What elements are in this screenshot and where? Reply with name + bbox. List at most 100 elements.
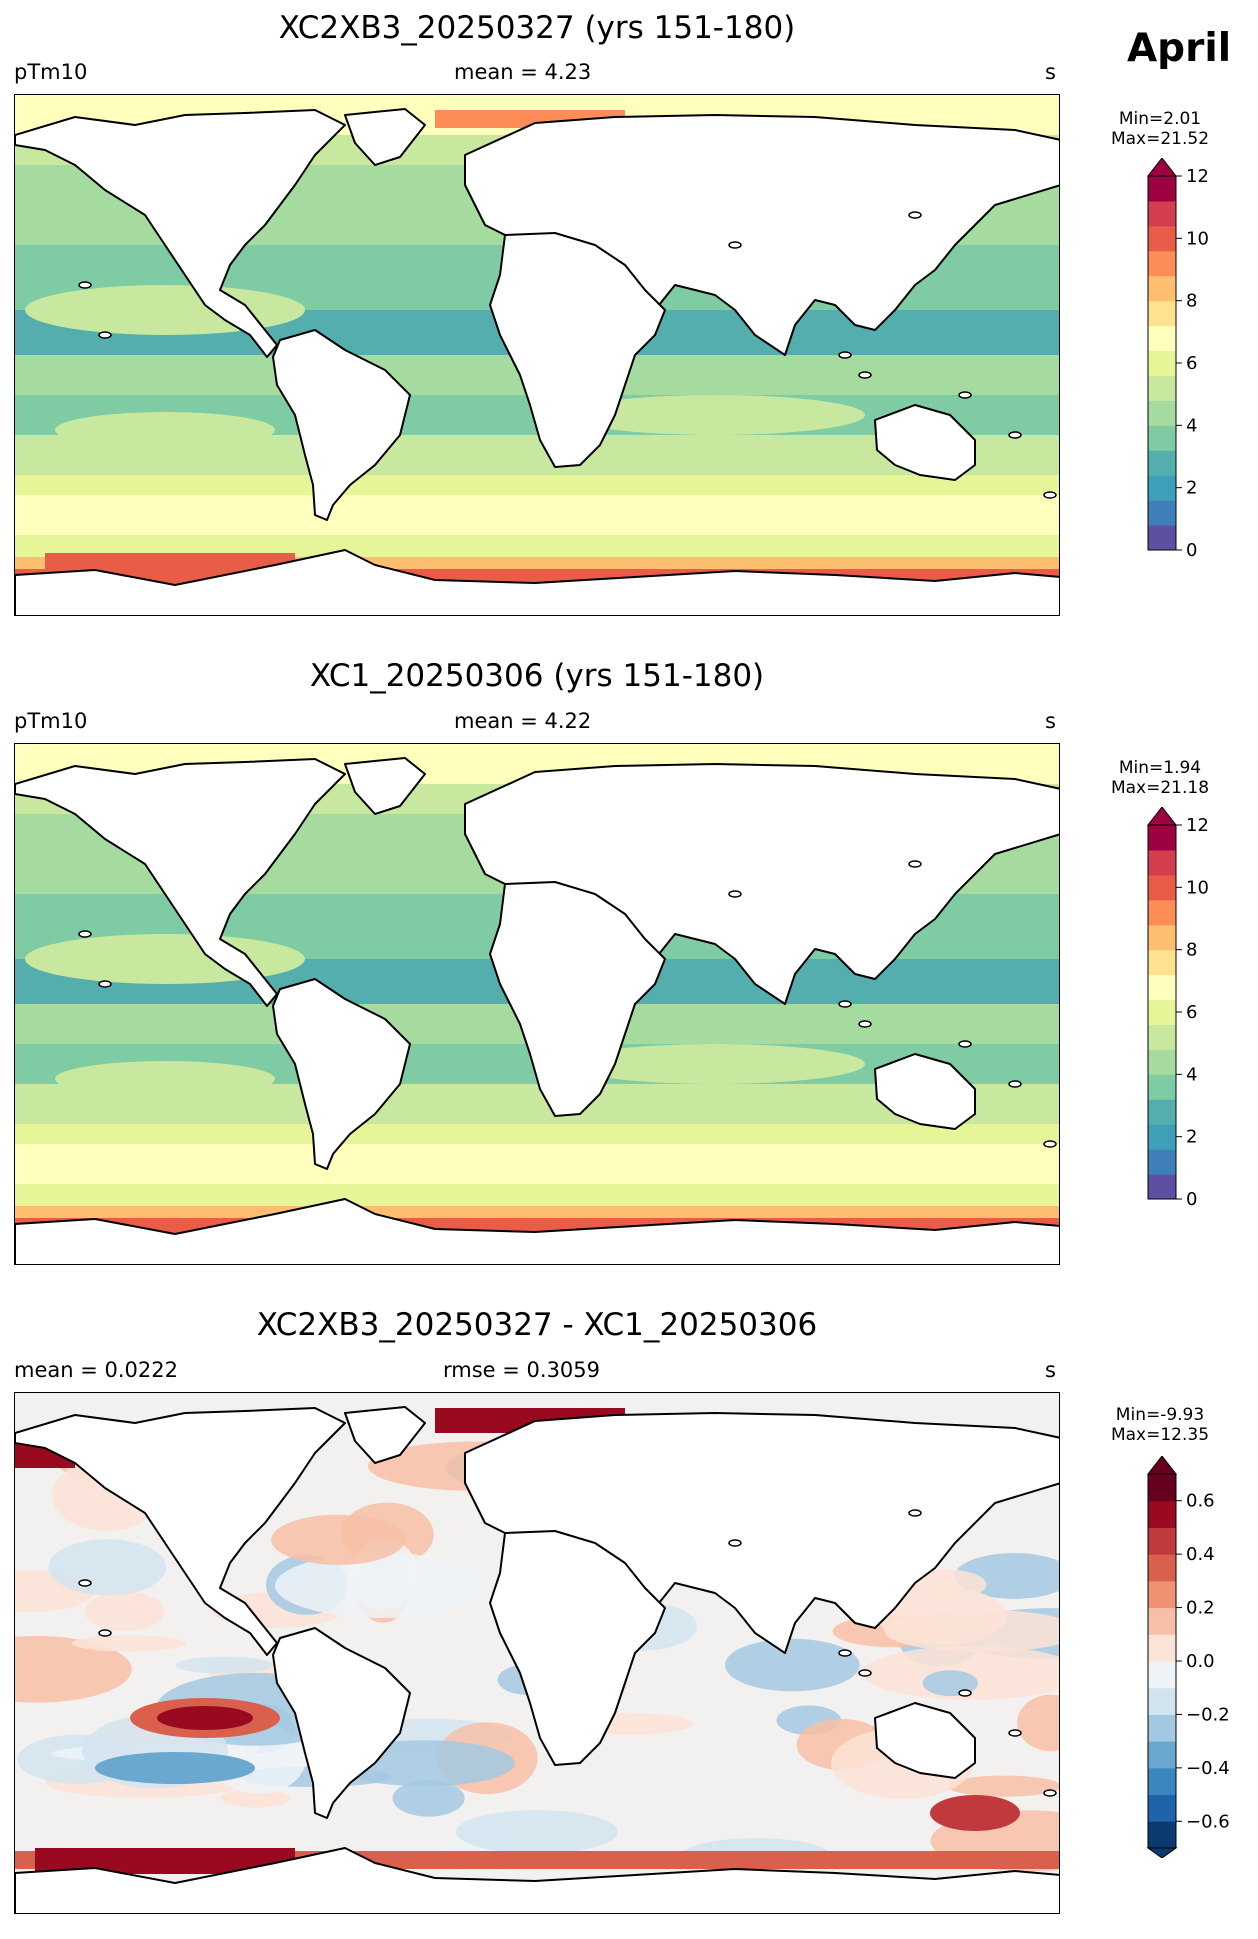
colorbar-swatch <box>1148 400 1176 426</box>
land-greenland <box>344 108 426 166</box>
colorbar-swatch <box>1148 275 1176 302</box>
colorbar-swatch <box>1148 924 1176 951</box>
anomaly-patch <box>95 1752 255 1784</box>
island <box>958 1040 972 1048</box>
land-north-america <box>15 758 346 1007</box>
panel-2-title: XC1_20250306 (yrs 151-180) <box>309 658 765 694</box>
colorbar-tick-label: 4 <box>1186 415 1197 436</box>
island <box>728 1539 742 1547</box>
colorbar-swatch <box>1148 200 1176 227</box>
land-south-america <box>272 329 411 521</box>
anomaly-patch <box>15 1636 132 1703</box>
land-greenland <box>344 757 426 815</box>
colorbar-swatch <box>1148 1049 1176 1075</box>
colorbar-swatch <box>1148 1124 1176 1150</box>
colorbar-swatch <box>1148 1474 1176 1502</box>
island <box>1043 1789 1057 1797</box>
field-band <box>15 1124 1059 1144</box>
colorbar-tick-label: 4 <box>1186 1064 1197 1085</box>
panel-3-map-field <box>15 1393 1059 1913</box>
island <box>728 890 742 898</box>
colorbar-swatch <box>1148 1074 1176 1100</box>
anomaly-patch <box>71 1635 187 1652</box>
anomaly-patch <box>271 1514 406 1565</box>
panel-3-map <box>14 1392 1060 1914</box>
colorbar-extend-max-arrow <box>1146 807 1178 826</box>
colorbar-tick-label: 10 <box>1186 877 1209 898</box>
land-africa <box>489 1530 666 1766</box>
colorbar-swatch <box>1148 250 1176 277</box>
panel-2-mean-label: mean = 4.22 <box>454 709 592 733</box>
field-band <box>45 553 295 569</box>
land-north-america <box>15 1407 346 1656</box>
panel-1-map <box>14 94 1060 616</box>
land-africa <box>489 232 666 468</box>
island <box>98 331 112 339</box>
land-south-america <box>272 978 411 1170</box>
colorbar-swatch <box>1148 475 1176 501</box>
colorbar-tick-label: 8 <box>1186 940 1197 961</box>
panel-3-min-label: Min=-9.93 <box>1115 1405 1205 1425</box>
field-patch <box>55 412 275 448</box>
island <box>1008 1729 1022 1737</box>
field-band <box>15 1184 1059 1206</box>
anomaly-patch <box>220 1789 291 1808</box>
island <box>908 1509 922 1517</box>
colorbar-swatch <box>1148 1174 1176 1200</box>
anomaly-patch <box>455 1810 618 1854</box>
colorbar-swatch <box>1148 1661 1176 1689</box>
land-greenland <box>344 1406 426 1464</box>
land-masses <box>15 757 1059 1264</box>
colorbar-swatch <box>1148 1527 1176 1555</box>
anomaly-patch <box>157 1706 253 1730</box>
field-band <box>15 535 1059 557</box>
colorbar-swatch <box>1148 1687 1176 1715</box>
colorbar-tick-label: 0.4 <box>1186 1544 1215 1565</box>
land-south-america <box>272 1627 411 1819</box>
colorbar-swatch <box>1148 325 1176 352</box>
island <box>908 860 922 868</box>
colorbar-tick-label: 8 <box>1186 291 1197 312</box>
panel-2-units-label: s <box>1045 709 1056 733</box>
colorbar-tick-label: 10 <box>1186 228 1209 249</box>
anomaly-patch <box>48 1539 167 1596</box>
colorbar-swatch <box>1148 450 1176 476</box>
land-antarctica <box>15 1847 1059 1913</box>
panel-1-min-label: Min=2.01 <box>1118 109 1202 129</box>
land-masses <box>15 108 1059 615</box>
panel-3-title: XC2XB3_20250327 - XC1_20250306 <box>256 1307 818 1343</box>
colorbar-swatch <box>1148 1607 1176 1635</box>
colorbar-tick-label: 6 <box>1186 1002 1197 1023</box>
colorbar-swatch <box>1148 176 1176 202</box>
island <box>78 281 92 289</box>
colorbar-extend-min-arrow <box>1146 1847 1178 1858</box>
colorbar-swatch <box>1148 899 1176 926</box>
panel-2-min-label: Min=1.94 <box>1118 758 1202 778</box>
island <box>858 371 872 379</box>
anomaly-patch <box>884 1609 1059 1653</box>
panel-1-title: XC2XB3_20250327 (yrs 151-180) <box>278 10 796 46</box>
anomaly-patch <box>724 1638 860 1692</box>
anomaly-patch <box>175 1656 273 1674</box>
field-band <box>15 495 1059 535</box>
colorbar-swatch <box>1148 874 1176 901</box>
panel-3-mean-label: mean = 0.0222 <box>14 1358 178 1382</box>
colorbar-swatch <box>1148 1099 1176 1125</box>
colorbar-swatch <box>1148 1767 1176 1796</box>
colorbar-swatch <box>1148 1634 1176 1662</box>
colorbar-swatch <box>1148 375 1176 401</box>
island <box>838 351 852 359</box>
island <box>78 930 92 938</box>
colorbar-swatch <box>1148 1821 1176 1849</box>
colorbar-tick-label: 0.2 <box>1186 1598 1215 1619</box>
field-patch <box>55 1061 275 1097</box>
panel-2-colorbar: 0 2 4 6 8 10 12 <box>1146 807 1209 1209</box>
month-label: April <box>1127 26 1232 71</box>
island <box>1008 1080 1022 1088</box>
panel-3-rmse-label: rmse = 0.3059 <box>443 1358 601 1382</box>
island <box>838 1649 852 1657</box>
island <box>858 1669 872 1677</box>
panel-2-min-max: Min=1.94 Max=21.18 <box>1090 758 1230 798</box>
colorbar-swatch <box>1148 949 1176 976</box>
colorbar-swatch <box>1148 225 1176 252</box>
